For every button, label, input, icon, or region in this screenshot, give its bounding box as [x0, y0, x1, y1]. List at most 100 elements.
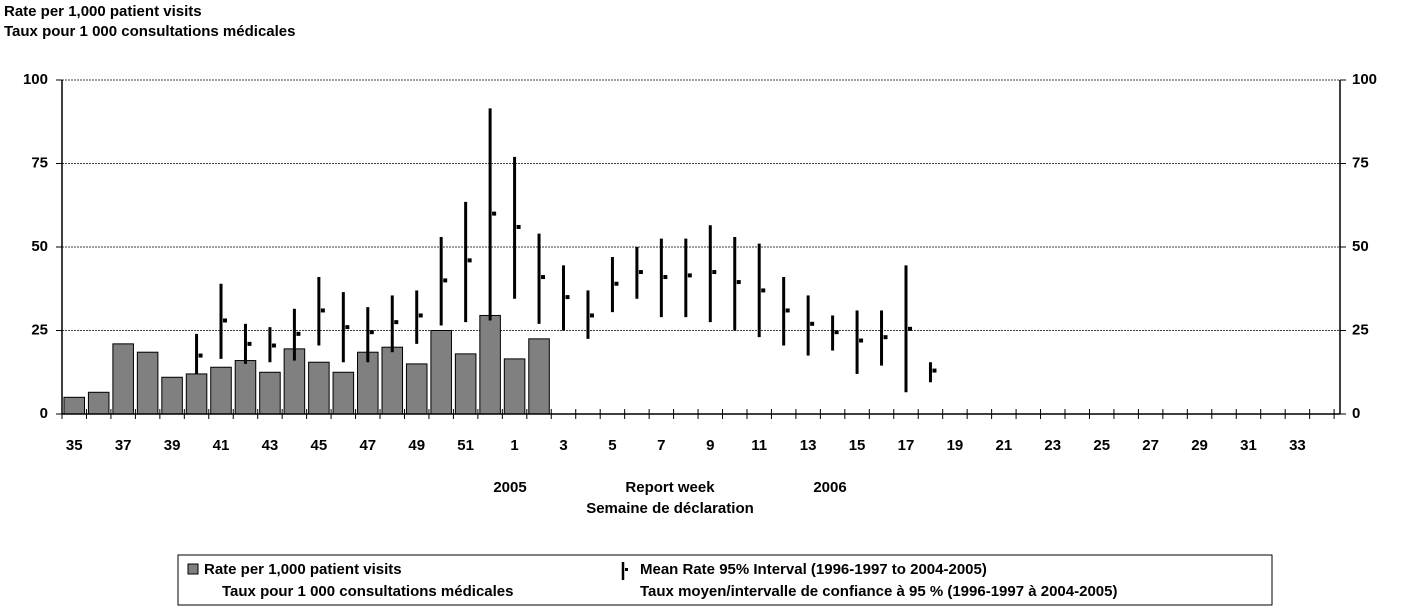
bar — [454, 353, 477, 415]
legend-box — [177, 554, 1273, 606]
legend-label: Taux moyen/intervalle de confiance à 95 … — [640, 583, 1117, 600]
mean-marker — [834, 330, 839, 335]
y-tick-label: 75 — [31, 154, 48, 171]
mean-marker — [394, 320, 399, 325]
bar — [430, 330, 452, 415]
mean-marker — [492, 211, 497, 216]
bar — [308, 361, 330, 415]
bar — [381, 346, 404, 415]
y-tick-label: 0 — [40, 405, 48, 422]
mean-marker — [883, 335, 888, 340]
x-tick-label: 43 — [262, 437, 279, 454]
bar — [210, 366, 232, 415]
y2-tick-label: 25 — [1352, 321, 1369, 338]
x-tick-label: 29 — [1191, 437, 1208, 454]
annotation: Semaine de déclaration — [586, 500, 754, 517]
mean-marker — [198, 353, 203, 358]
mean-marker — [638, 270, 643, 275]
mean-marker — [516, 224, 521, 229]
bar — [136, 351, 159, 415]
mean-marker — [932, 368, 937, 373]
mean-marker — [687, 273, 692, 278]
x-tick-label: 41 — [213, 437, 230, 454]
y-axis-label: Rate per 1,000 patient visits — [4, 3, 202, 20]
mean-marker — [443, 278, 448, 283]
x-tick-label: 3 — [559, 437, 567, 454]
legend-label: Rate per 1,000 patient visits — [204, 561, 402, 578]
x-tick-label: 1 — [510, 437, 518, 454]
mean-marker — [614, 281, 619, 286]
mean-marker — [736, 280, 741, 285]
mean-marker — [247, 341, 252, 346]
bar — [503, 358, 526, 415]
x-tick-label: 11 — [751, 437, 767, 454]
bar — [528, 338, 550, 415]
x-tick-label: 17 — [898, 437, 915, 454]
mean-marker — [712, 270, 717, 275]
y-tick-label: 50 — [31, 238, 48, 255]
mean-marker — [271, 343, 276, 348]
x-tick-label: 7 — [657, 437, 665, 454]
mean-marker — [418, 313, 423, 318]
mean-marker — [589, 313, 594, 318]
mean-marker — [296, 331, 301, 336]
y2-tick-label: 50 — [1352, 238, 1369, 255]
legend-label: Mean Rate 95% Interval (1996-1997 to 200… — [640, 561, 987, 578]
y2-tick-label: 0 — [1352, 405, 1360, 422]
x-tick-label: 31 — [1240, 437, 1257, 454]
x-tick-label: 9 — [706, 437, 714, 454]
x-tick-label: 27 — [1142, 437, 1159, 454]
annotation: 2005 — [493, 479, 526, 496]
mean-marker — [223, 318, 228, 323]
x-tick-label: 19 — [947, 437, 964, 454]
x-tick-label: 35 — [66, 437, 83, 454]
bar — [161, 376, 183, 415]
x-tick-label: 5 — [608, 437, 616, 454]
bar — [63, 396, 86, 415]
y2-tick-label: 75 — [1352, 154, 1369, 171]
bar — [185, 373, 208, 415]
bar — [87, 391, 110, 415]
bar — [112, 343, 134, 415]
mean-marker — [810, 321, 815, 326]
annotation: 2006 — [813, 479, 846, 496]
y-axis-label: Taux pour 1 000 consultations médicales — [4, 23, 295, 40]
mean-marker — [859, 338, 864, 343]
x-tick-label: 47 — [359, 437, 376, 454]
x-tick-label: 49 — [408, 437, 425, 454]
bar — [234, 360, 257, 415]
bar — [479, 314, 501, 415]
bar — [332, 371, 355, 415]
annotation: Report week — [625, 479, 715, 496]
mean-marker — [565, 295, 570, 300]
bar — [259, 371, 281, 415]
x-tick-label: 21 — [996, 437, 1013, 454]
x-tick-label: 39 — [164, 437, 181, 454]
legend-swatch — [625, 568, 628, 571]
x-tick-label: 13 — [800, 437, 817, 454]
mean-marker — [761, 288, 766, 293]
x-tick-label: 25 — [1093, 437, 1110, 454]
x-tick-label: 51 — [457, 437, 474, 454]
mean-marker — [663, 275, 668, 280]
mean-marker — [785, 308, 790, 313]
mean-marker — [320, 308, 325, 313]
mean-marker — [345, 325, 350, 330]
legend-label: Taux pour 1 000 consultations médicales — [222, 583, 513, 600]
x-tick-label: 37 — [115, 437, 132, 454]
x-tick-label: 23 — [1044, 437, 1061, 454]
bar — [405, 363, 428, 415]
x-tick-label: 15 — [849, 437, 866, 454]
mean-marker — [467, 258, 472, 263]
mean-marker — [369, 330, 374, 335]
y2-tick-label: 100 — [1352, 71, 1377, 88]
x-tick-label: 33 — [1289, 437, 1306, 454]
mean-marker — [541, 275, 546, 280]
y-tick-label: 100 — [23, 71, 48, 88]
y-tick-label: 25 — [31, 321, 48, 338]
mean-marker — [907, 326, 912, 331]
x-tick-label: 45 — [311, 437, 328, 454]
legend-swatch — [187, 563, 199, 575]
